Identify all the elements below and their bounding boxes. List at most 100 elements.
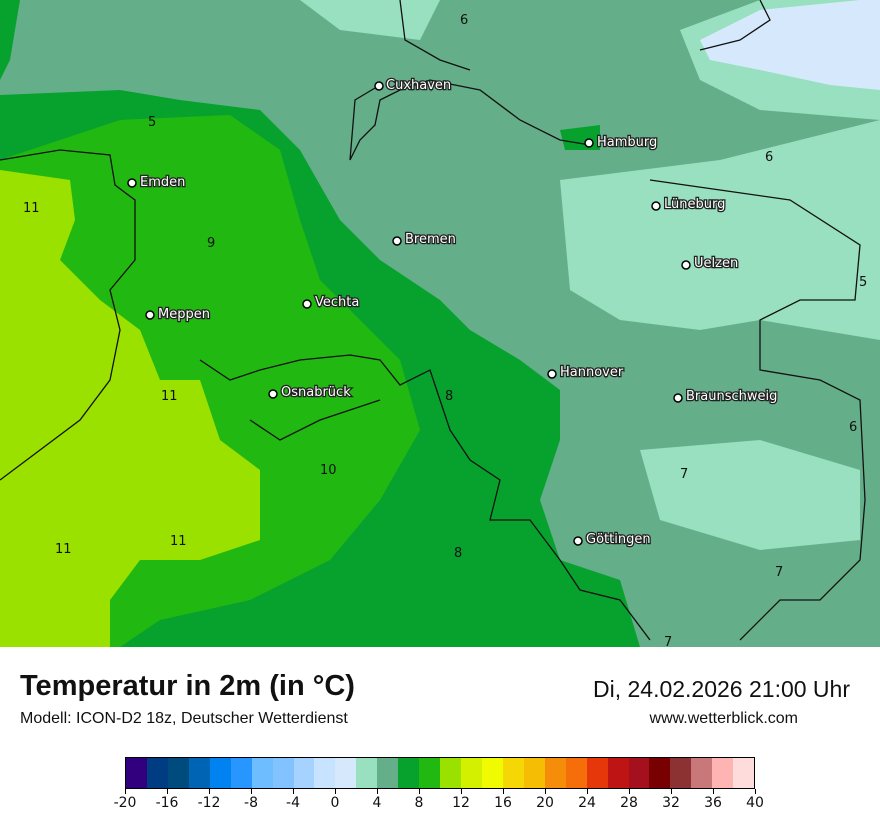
website-link[interactable]: www.wetterblick.com (649, 710, 798, 727)
city-cuxhaven: Cuxhaven (374, 77, 452, 94)
svg-text:8: 8 (454, 546, 462, 561)
legend-swatch (419, 758, 441, 788)
color-legend (125, 757, 755, 789)
legend-swatch (230, 758, 252, 788)
legend-tick-label: -20 (113, 795, 137, 811)
legend-swatch (440, 758, 461, 788)
legend-tick (461, 789, 462, 794)
svg-text:6: 6 (460, 13, 468, 28)
legend-tick-label: 0 (330, 795, 340, 811)
legend-tick-label: 4 (372, 795, 382, 811)
legend-tick-label: -8 (244, 795, 258, 811)
legend-swatch (293, 758, 315, 788)
svg-text:11: 11 (161, 389, 178, 404)
legend-swatch (649, 758, 671, 788)
svg-text:Uelzen: Uelzen (694, 256, 738, 271)
city-hannover: Hannover (547, 364, 625, 381)
svg-text:11: 11 (55, 542, 72, 557)
legend-swatch (167, 758, 189, 788)
forecast-datetime: Di, 24.02.2026 21:00 Uhr (592, 676, 850, 702)
legend-swatch (628, 758, 650, 788)
svg-text:9: 9 (207, 236, 215, 251)
legend-swatch (272, 758, 294, 788)
city-emden: Emden (127, 174, 187, 191)
legend-swatch (691, 758, 713, 788)
city-osnabrueck: Osnabrück (268, 384, 352, 401)
legend-tick-label: 40 (746, 795, 764, 811)
svg-text:Osnabrück: Osnabrück (281, 385, 351, 400)
legend-swatch (733, 758, 755, 788)
city-markers: Cuxhaven Hamburg Emden Lüneburg Bremen U… (127, 77, 779, 548)
svg-text:11: 11 (23, 201, 40, 216)
legend-swatch (544, 758, 566, 788)
legend-tick (167, 789, 168, 794)
legend-tick (545, 789, 546, 794)
region-2-4 (300, 0, 880, 550)
svg-text:Meppen: Meppen (158, 307, 210, 322)
model-info: Modell: ICON-D2 18z, Deutscher Wetterdie… (20, 710, 348, 727)
legend-swatch (565, 758, 587, 788)
legend-tick-label: -16 (155, 795, 179, 811)
svg-text:7: 7 (664, 635, 672, 647)
legend-tick (503, 789, 504, 794)
legend-tick (419, 789, 420, 794)
legend-tick-label: 36 (704, 795, 722, 811)
region-10-12 (0, 170, 260, 647)
city-braunschweig: Braunschweig (673, 388, 779, 405)
temperature-map: Cuxhaven Hamburg Emden Lüneburg Bremen U… (0, 0, 880, 647)
city-vechta: Vechta (302, 294, 361, 311)
svg-text:10: 10 (320, 463, 337, 478)
svg-text:Göttingen: Göttingen (586, 532, 651, 547)
legend-swatch (481, 758, 503, 788)
contour-labels: 6 5 6 11 9 5 11 8 6 10 7 11 11 8 7 7 (23, 13, 867, 647)
legend-swatch (670, 758, 692, 788)
city-meppen: Meppen (145, 306, 211, 323)
city-goettingen: Göttingen (573, 531, 652, 548)
legend-swatch (398, 758, 420, 788)
legend-swatch (502, 758, 524, 788)
map-title: Temperatur in 2m (in °C) (20, 670, 355, 702)
legend-swatch (126, 758, 147, 788)
city-uelzen: Uelzen (681, 255, 739, 272)
legend-tick (377, 789, 378, 794)
legend-tick-label: 16 (494, 795, 512, 811)
legend-swatch (209, 758, 231, 788)
legend-swatch (251, 758, 273, 788)
legend-swatch (188, 758, 210, 788)
legend-swatch (461, 758, 482, 788)
svg-text:Braunschweig: Braunschweig (686, 389, 777, 404)
svg-text:Lüneburg: Lüneburg (664, 197, 725, 212)
region-0-2 (700, 0, 880, 90)
svg-text:Vechta: Vechta (315, 295, 359, 310)
city-bremen: Bremen (392, 231, 457, 248)
city-lueneburg: Lüneburg (651, 196, 727, 213)
legend-tick (293, 789, 294, 794)
legend-tick (629, 789, 630, 794)
legend-tick (755, 789, 756, 794)
svg-text:5: 5 (859, 275, 867, 290)
legend-tick-label: 12 (452, 795, 470, 811)
legend-tick-label: 28 (620, 795, 638, 811)
svg-text:Emden: Emden (140, 175, 185, 190)
svg-text:Bremen: Bremen (405, 232, 456, 247)
legend-swatch (314, 758, 336, 788)
legend-tick (587, 789, 588, 794)
legend-tick-label: 32 (662, 795, 680, 811)
legend-tick (335, 789, 336, 794)
coastline-borders (0, 0, 866, 641)
svg-text:8: 8 (445, 389, 453, 404)
legend-swatch (586, 758, 608, 788)
legend-tick-label: 20 (536, 795, 554, 811)
svg-text:11: 11 (170, 534, 187, 549)
svg-text:7: 7 (680, 467, 688, 482)
legend-tick (125, 789, 126, 794)
legend-tick-label: -12 (197, 795, 221, 811)
legend-swatch (146, 758, 168, 788)
legend-tick (209, 789, 210, 794)
legend-swatch (335, 758, 357, 788)
legend-tick (251, 789, 252, 794)
svg-text:5: 5 (148, 115, 156, 130)
legend-swatch (523, 758, 545, 788)
svg-text:7: 7 (775, 565, 783, 580)
legend-tick (671, 789, 672, 794)
